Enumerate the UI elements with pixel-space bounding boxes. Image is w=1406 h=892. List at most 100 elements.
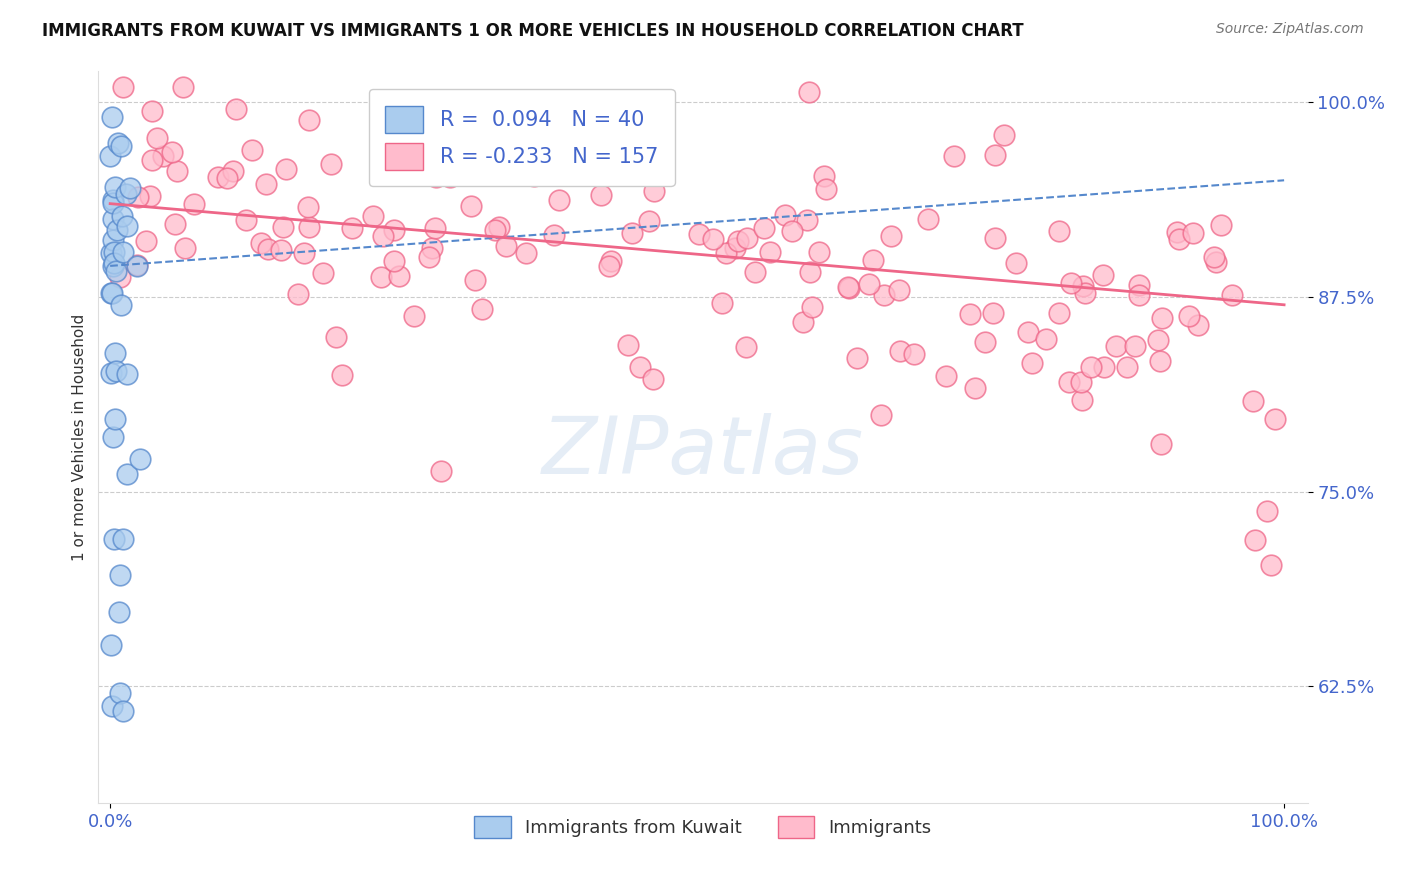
- Point: [534, 146, 557, 161]
- Point: [104, 364, 127, 378]
- Point: [287, 287, 309, 301]
- Point: [101, 194, 124, 208]
- Point: [111, 79, 134, 94]
- Point: [382, 254, 405, 268]
- Point: [1149, 354, 1171, 368]
- Point: [101, 259, 124, 273]
- Point: [1260, 558, 1282, 572]
- Point: [523, 151, 546, 165]
- Point: [141, 103, 163, 118]
- Point: [215, 170, 238, 185]
- Point: [1177, 309, 1199, 323]
- Point: [533, 134, 555, 148]
- Point: [128, 452, 150, 467]
- Point: [1047, 224, 1070, 238]
- Point: [436, 163, 458, 178]
- Point: [600, 254, 623, 268]
- Point: [135, 234, 157, 248]
- Point: [460, 199, 482, 213]
- Point: [370, 270, 392, 285]
- Point: [1080, 360, 1102, 375]
- Point: [103, 244, 125, 259]
- Point: [993, 128, 1015, 143]
- Point: [792, 315, 814, 329]
- Point: [439, 169, 461, 184]
- Point: [297, 200, 319, 214]
- Point: [160, 145, 183, 159]
- Point: [589, 188, 612, 202]
- Point: [115, 186, 138, 201]
- Point: [1256, 504, 1278, 518]
- Point: [1220, 288, 1243, 302]
- Point: [382, 223, 405, 237]
- Point: [108, 269, 131, 284]
- Point: [101, 699, 124, 714]
- Point: [813, 169, 835, 184]
- Point: [543, 227, 565, 242]
- Legend: Immigrants from Kuwait, Immigrants: Immigrants from Kuwait, Immigrants: [467, 808, 939, 845]
- Point: [112, 532, 135, 546]
- Point: [104, 264, 127, 278]
- Point: [1204, 250, 1226, 264]
- Point: [425, 169, 447, 184]
- Point: [1241, 393, 1264, 408]
- Point: [1166, 225, 1188, 239]
- Point: [643, 184, 665, 198]
- Point: [773, 208, 796, 222]
- Point: [935, 369, 957, 384]
- Point: [292, 246, 315, 260]
- Point: [621, 226, 644, 240]
- Point: [103, 256, 125, 270]
- Point: [744, 265, 766, 279]
- Point: [107, 136, 129, 150]
- Point: [1205, 255, 1227, 269]
- Point: [799, 85, 821, 99]
- Point: [240, 143, 263, 157]
- Point: [172, 79, 194, 94]
- Point: [617, 338, 640, 352]
- Point: [270, 244, 292, 258]
- Point: [207, 170, 229, 185]
- Point: [807, 244, 830, 259]
- Text: IMMIGRANTS FROM KUWAIT VS IMMIGRANTS 1 OR MORE VEHICLES IN HOUSEHOLD CORRELATION: IMMIGRANTS FROM KUWAIT VS IMMIGRANTS 1 O…: [42, 22, 1024, 40]
- Point: [735, 230, 758, 244]
- Point: [1004, 255, 1026, 269]
- Point: [1150, 310, 1173, 325]
- Point: [330, 368, 353, 382]
- Point: [325, 330, 347, 344]
- Point: [100, 285, 122, 300]
- Point: [254, 178, 277, 192]
- Point: [838, 281, 860, 295]
- Point: [837, 280, 859, 294]
- Point: [1092, 360, 1115, 375]
- Point: [889, 344, 911, 359]
- Point: [249, 236, 271, 251]
- Point: [183, 196, 205, 211]
- Point: [101, 233, 124, 247]
- Point: [598, 259, 620, 273]
- Point: [423, 221, 446, 235]
- Point: [388, 268, 411, 283]
- Point: [152, 148, 174, 162]
- Point: [112, 245, 135, 260]
- Point: [471, 302, 494, 317]
- Y-axis label: 1 or more Vehicles in Household: 1 or more Vehicles in Household: [72, 313, 87, 561]
- Point: [100, 366, 122, 380]
- Point: [724, 242, 747, 256]
- Point: [117, 367, 139, 381]
- Point: [846, 351, 869, 365]
- Point: [796, 213, 818, 227]
- Point: [298, 112, 321, 127]
- Point: [101, 212, 124, 227]
- Point: [702, 232, 724, 246]
- Point: [1209, 218, 1232, 232]
- Point: [104, 346, 127, 360]
- Point: [734, 340, 756, 354]
- Point: [754, 221, 776, 235]
- Point: [141, 153, 163, 167]
- Point: [1035, 332, 1057, 346]
- Point: [100, 286, 122, 301]
- Point: [1123, 339, 1146, 353]
- Point: [889, 283, 911, 297]
- Point: [120, 180, 142, 194]
